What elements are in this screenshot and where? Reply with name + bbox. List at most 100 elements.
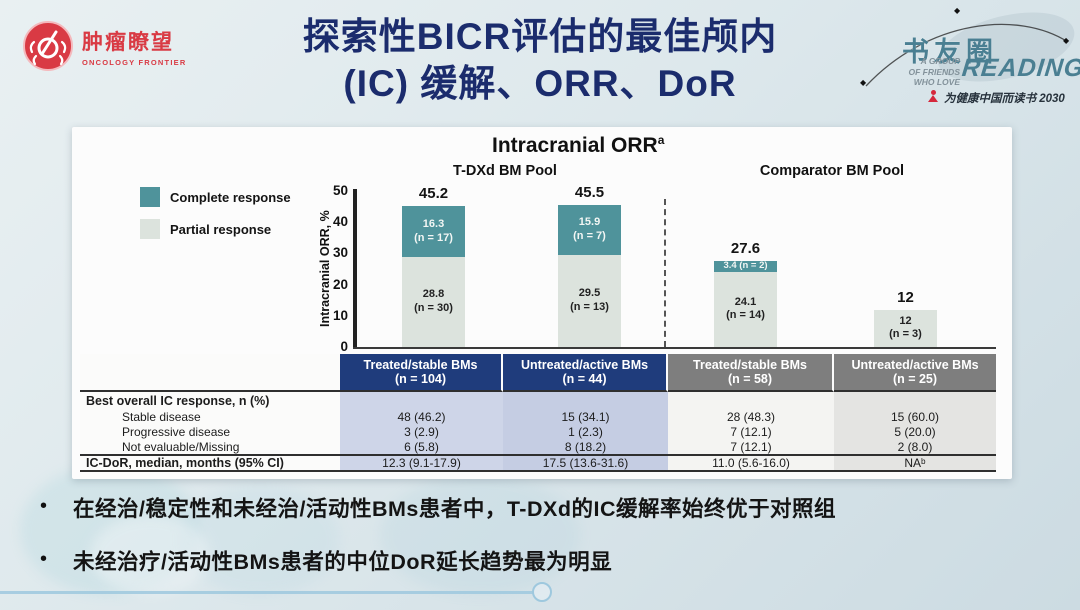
bar-value-label: (n = 3) [889, 328, 922, 341]
table-header-cell: Treated/stable BMs (n = 58) [668, 354, 834, 392]
bar-value-label: 16.3 [422, 217, 445, 230]
table-cell: 1 (2.3) [503, 424, 668, 439]
legend-item-complete-response: Complete response [140, 187, 291, 207]
table-header-cell: Untreated/active BMs (n = 44) [503, 354, 668, 392]
table-header-cell: Untreated/active BMs (n = 25) [834, 354, 996, 392]
bar-value-label: 12 [899, 314, 912, 327]
bar-total-label: 45.2 [418, 184, 449, 202]
slide-title-line2: (IC) 缓解、ORR、DoR [343, 63, 737, 105]
bar-value-label: 28.8 [422, 288, 445, 301]
bullet-dot: • [40, 495, 48, 517]
row-label: Best overall IC response, n (%) [80, 392, 340, 409]
legend-item-partial-response: Partial response [140, 219, 291, 239]
logo-right-cn: 书友圈 [902, 37, 998, 67]
logo-left-cn: 肿瘤瞭望 [82, 30, 174, 54]
table-cell: 48 (46.2) [340, 409, 503, 424]
bar-value-label: (n = 14) [726, 309, 765, 322]
video-progress-bar[interactable] [0, 591, 534, 594]
chart-title: Intracranial ORRa [492, 133, 665, 157]
table-cell: NAᵇ [834, 454, 996, 472]
crab-emblem-icon [23, 21, 73, 71]
row-label: Not evaluable/Missing [80, 439, 340, 454]
y-axis-line [353, 189, 357, 349]
bar-value-label: 3.4 (n = 2) [723, 260, 768, 272]
bar-value-label: (n = 7) [573, 229, 606, 242]
results-table: Treated/stable BMs (n = 104) Untreated/act… [80, 354, 996, 472]
slide-title: 探索性BICR评估的最佳颅内 (IC) 缓解、ORR、DoR [230, 13, 850, 108]
y-tick: 50 [332, 183, 348, 198]
partial-response-swatch [140, 219, 160, 239]
bar-segment-partial-response: 29.5 (n = 13) [558, 254, 621, 347]
table-cell: 11.0 (5.6-16.0) [668, 454, 834, 472]
table-cell [668, 392, 834, 409]
y-tick: 0 [340, 339, 348, 354]
bullet-dot: • [40, 548, 48, 570]
bar-total-label: 45.5 [574, 184, 605, 202]
table-cell: 12.3 (9.1-17.9) [340, 454, 503, 472]
bar-value-label: (n = 13) [570, 300, 609, 313]
logo-right-tagline: A GROUP OF FRIENDS WHO LOVE [908, 56, 960, 88]
table-cell: 17.5 (13.6-31.6) [503, 454, 668, 472]
row-label: Progressive disease [80, 424, 340, 439]
chart-title-footnote-marker: a [657, 133, 665, 147]
bar-segment-partial-response: 24.1 (n = 14) [714, 271, 777, 347]
table-cell [834, 392, 996, 409]
table-cell: 28 (48.3) [668, 409, 834, 424]
header-text: (n = 58) [727, 372, 773, 386]
row-label: IC-DoR, median, months (95% CI) [80, 454, 340, 472]
bar-value-label: (n = 30) [414, 302, 453, 315]
bullet-item: • 在经治/稳定性和未经治/活动性BMs患者中，T-DXd的IC缓解率始终优于对… [40, 492, 1040, 523]
bar-segment-complete-response: 15.9 (n = 7) [558, 205, 621, 255]
bar-value-label: (n = 17) [414, 231, 453, 244]
reading-club-logo: ◆ ◆ ◆ 书友圈 A GROUP OF FRIENDS WHO LOVE RE… [858, 0, 1080, 108]
video-progress-handle[interactable] [532, 582, 552, 602]
bar-segment-complete-response: 3.4 (n = 2) [714, 260, 777, 272]
key-findings: • 在经治/稳定性和未经治/活动性BMs患者中，T-DXd的IC缓解率始终优于对… [40, 492, 1040, 598]
bullet-text: 未经治疗/活动性BMs患者的中位DoR延长趋势最为明显 [73, 550, 613, 574]
header-text: Untreated/active BMs [520, 357, 649, 372]
group-label-comparator-bm-pool: Comparator BM Pool [759, 163, 905, 179]
table-cell [340, 392, 503, 409]
table-cell: 5 (20.0) [834, 424, 996, 439]
table-cell: 7 (12.1) [668, 424, 834, 439]
table-cell: 8 (18.2) [503, 439, 668, 454]
table-cell: 7 (12.1) [668, 439, 834, 454]
chart-legend: Complete response Partial response [140, 187, 291, 251]
header-text: Untreated/active BMs [851, 357, 979, 372]
bar-total-label: 27.6 [730, 239, 761, 257]
table-cell: 15 (60.0) [834, 409, 996, 424]
header-text: (n = 44) [562, 372, 607, 386]
row-label: Stable disease [80, 409, 340, 424]
bar-value-label: 29.5 [578, 287, 601, 300]
bar-value-label: 15.9 [578, 216, 601, 229]
y-tick: 30 [332, 245, 348, 261]
x-axis-line [353, 347, 996, 349]
table-cell: 15 (34.1) [503, 409, 668, 424]
logo-left-en: ONCOLOGY FRONTIER [82, 57, 187, 67]
table-corner-cell [80, 354, 340, 392]
sparkle-icon: ◆ [1063, 36, 1070, 45]
bar-segment-complete-response: 16.3 (n = 17) [402, 205, 465, 258]
y-tick: 20 [332, 276, 348, 292]
legend-label: Complete response [170, 189, 291, 205]
pool-separator-dashed-line [664, 199, 666, 347]
bar-segment-partial-response: 12 (n = 3) [874, 309, 937, 347]
table-cell: 2 (8.0) [834, 439, 996, 454]
bullet-text: 在经治/稳定性和未经治/活动性BMs患者中，T-DXd的IC缓解率始终优于对照组 [73, 497, 836, 521]
sparkle-icon: ◆ [954, 6, 961, 15]
bar-segment-partial-response: 28.8 (n = 30) [402, 257, 465, 347]
chart-panel: Intracranial ORRa T-DXd BM Pool Comparat… [72, 127, 1012, 479]
legend-label: Partial response [170, 221, 272, 237]
red-figure-icon [928, 90, 938, 102]
y-tick: 10 [332, 307, 348, 323]
header-text: Treated/stable BMs [363, 357, 478, 372]
y-tick: 40 [332, 214, 348, 230]
header-text: Treated/stable BMs [693, 357, 807, 372]
oncology-frontier-logo: 肿瘤瞭望 ONCOLOGY FRONTIER [22, 20, 186, 72]
table-cell [503, 392, 668, 409]
header-text: (n = 25) [892, 372, 938, 386]
y-axis-label: Intracranial ORR, % [318, 210, 332, 328]
header-text: (n = 104) [394, 372, 447, 386]
table-header-cell: Treated/stable BMs (n = 104) [340, 354, 503, 392]
